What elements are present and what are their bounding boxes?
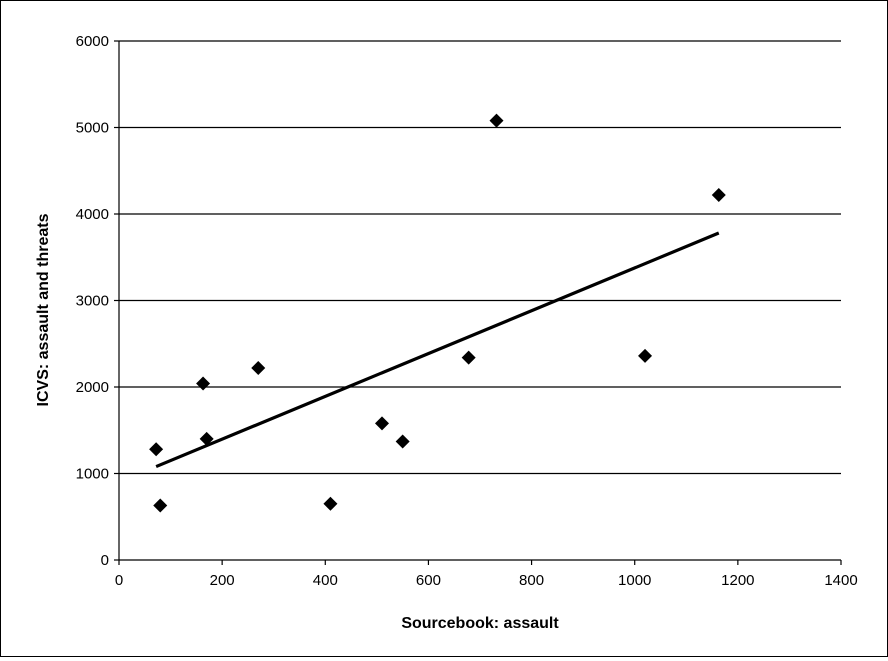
data-point xyxy=(196,376,211,391)
y-tick-label: 1000 xyxy=(76,466,109,483)
data-point xyxy=(153,498,168,513)
x-tick-label: 600 xyxy=(416,572,441,589)
x-tick-label: 1200 xyxy=(721,572,754,589)
data-point xyxy=(489,113,504,128)
trendline xyxy=(155,231,720,469)
x-tick-label: 0 xyxy=(115,572,123,589)
x-tick-label: 400 xyxy=(313,572,338,589)
x-tick-label: 1000 xyxy=(618,572,651,589)
y-tick-label: 6000 xyxy=(76,33,109,50)
data-point xyxy=(711,187,726,202)
data-point xyxy=(323,496,338,511)
axes xyxy=(114,40,842,565)
x-tick-label: 200 xyxy=(210,572,235,589)
y-tick-label: 4000 xyxy=(76,206,109,223)
y-tick-label: 0 xyxy=(101,552,109,569)
data-point xyxy=(149,442,164,457)
x-axis-label: Sourcebook: assault xyxy=(401,615,559,632)
y-tick-label: 5000 xyxy=(76,120,109,137)
data-point xyxy=(251,360,266,375)
data-point xyxy=(375,416,390,431)
x-tick-label: 1400 xyxy=(824,572,857,589)
data-point xyxy=(461,350,476,365)
tick-labels: 0 1000 2000 3000 4000 5000 6000 0 200 400 600 800 10… xyxy=(76,33,858,589)
data-point xyxy=(199,431,214,446)
data-point xyxy=(395,434,410,449)
y-axis-label: ICVS: assault and threats xyxy=(35,213,52,406)
trendline-group xyxy=(155,231,720,469)
data-point xyxy=(638,348,653,363)
y-tick-label: 2000 xyxy=(76,379,109,396)
y-tick-label: 3000 xyxy=(76,293,109,310)
gridlines xyxy=(119,40,841,475)
x-tick-label: 800 xyxy=(519,572,544,589)
data-points xyxy=(149,113,726,513)
